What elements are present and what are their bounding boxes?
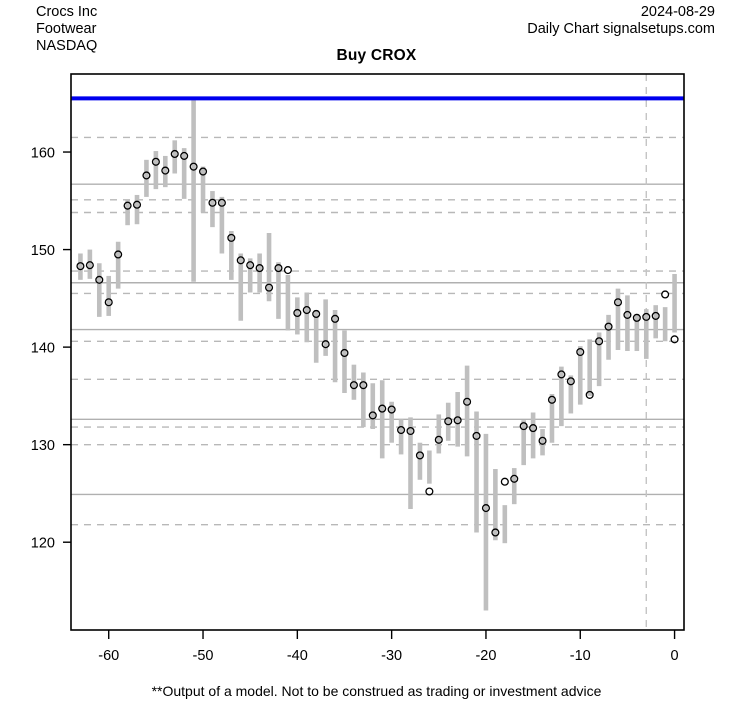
svg-text:130: 130: [31, 438, 55, 454]
chart-date: 2024-08-29: [640, 4, 715, 20]
company-name: Crocs Inc: [36, 4, 98, 20]
svg-text:-60: -60: [98, 648, 119, 664]
header-left-block: Crocs Inc Footwear NASDAQ: [36, 4, 97, 55]
svg-text:0: 0: [671, 648, 679, 664]
solid-gridlines: [71, 183, 684, 496]
svg-text:-40: -40: [287, 648, 308, 664]
svg-text:160: 160: [31, 146, 55, 162]
x-axis-ticks: -60 -50 -40 -30 -20 -10 0: [98, 630, 679, 664]
header-right-block: 2024-08-29 Daily Chart signalsetups.com: [527, 4, 715, 38]
close-markers: [76, 149, 679, 537]
industry-name: Footwear: [36, 21, 97, 37]
svg-text:-20: -20: [475, 648, 496, 664]
y-axis-ticks: 120 130 140 150 160: [31, 146, 71, 552]
svg-text:-50: -50: [193, 648, 214, 664]
svg-text:-10: -10: [570, 648, 591, 664]
plot-frame: [70, 73, 685, 631]
svg-text:150: 150: [31, 243, 55, 259]
disclaimer-footnote: **Output of a model. Not to be construed…: [151, 683, 602, 699]
svg-text:140: 140: [31, 341, 55, 357]
chart-source: Daily Chart signalsetups.com: [527, 21, 715, 37]
svg-text:120: 120: [31, 536, 55, 552]
dashed-gridlines: [71, 136, 684, 526]
exchange-name: NASDAQ: [36, 38, 98, 54]
page-title: Buy CROX: [336, 47, 417, 64]
price-bars: [78, 98, 677, 611]
svg-text:-30: -30: [381, 648, 402, 664]
